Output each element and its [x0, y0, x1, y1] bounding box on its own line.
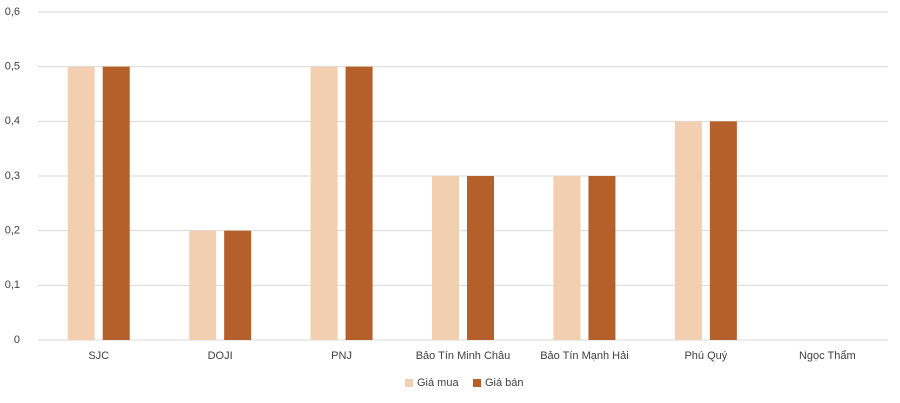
bar — [674, 121, 702, 340]
x-tick-label: PNJ — [331, 350, 352, 362]
bar — [345, 66, 373, 341]
legend-swatch — [405, 379, 413, 387]
x-tick-label: Bảo Tín Minh Châu — [416, 350, 511, 362]
x-tick-label: Bảo Tín Mạnh Hải — [540, 350, 628, 362]
x-tick-label: Phú Quý — [684, 350, 727, 362]
legend-label: Giá bán — [485, 377, 524, 389]
y-tick-label: 0,5 — [5, 61, 20, 73]
y-tick-label: 0,4 — [5, 115, 20, 127]
x-tick-label: Ngọc Thẩm — [799, 350, 856, 362]
bar — [224, 230, 252, 340]
y-tick-label: 0,6 — [5, 6, 20, 18]
legend-label: Giá mua — [417, 377, 459, 389]
y-tick-label: 0,2 — [5, 225, 20, 237]
y-tick-label: 0 — [14, 334, 20, 346]
bar — [588, 176, 616, 340]
bar — [467, 176, 494, 340]
bar — [709, 121, 737, 340]
bar — [432, 176, 459, 340]
x-tick-label: DOJI — [208, 350, 233, 362]
x-tick-label: SJC — [88, 350, 109, 362]
bar — [102, 66, 130, 341]
y-tick-label: 0,1 — [5, 279, 20, 291]
bar — [67, 66, 95, 341]
bar — [189, 230, 217, 340]
legend-swatch — [473, 379, 481, 387]
bar — [553, 176, 581, 340]
bar — [310, 66, 338, 341]
y-tick-label: 0,3 — [5, 170, 20, 182]
